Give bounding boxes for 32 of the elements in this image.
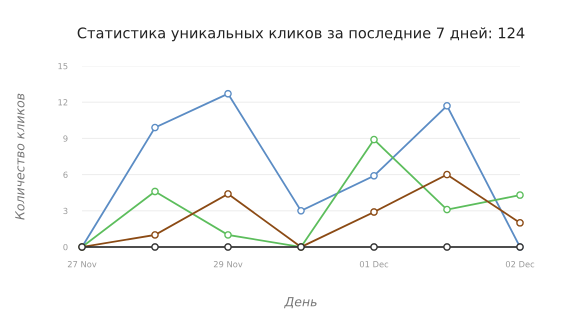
y-tick-label: 0 [63,244,68,250]
y-axis-title: Количество кликов [15,94,25,220]
point [516,219,524,227]
y-tick-label: 6 [63,172,68,178]
point [224,231,232,239]
point [297,206,305,215]
y-tick-label: 3 [63,208,68,214]
chart-title: Статистика уникальных кликов за последние 7 дней: 124 [78,27,524,42]
y-tick-label: 9 [63,135,68,142]
point [224,190,232,198]
x-tick-label: 27 Nov [68,261,97,268]
point [151,188,159,196]
x-tick-label: 02 Dec [506,261,534,268]
point [370,172,378,180]
point [443,243,451,251]
x-tick-label: 29 Nov [214,261,243,268]
point [224,90,232,98]
point [151,124,159,132]
x-axis-title: День [284,297,317,308]
point [443,170,451,178]
point [370,136,378,144]
point [443,206,451,214]
point [151,231,159,239]
x-tick-label: 01 Dec [360,261,388,268]
y-tick-label: 15 [58,63,68,70]
point [151,243,159,251]
point [224,243,232,251]
point [370,243,378,251]
point [370,208,378,216]
point [443,102,451,110]
point [516,191,524,199]
y-tick-label: 12 [58,99,68,106]
